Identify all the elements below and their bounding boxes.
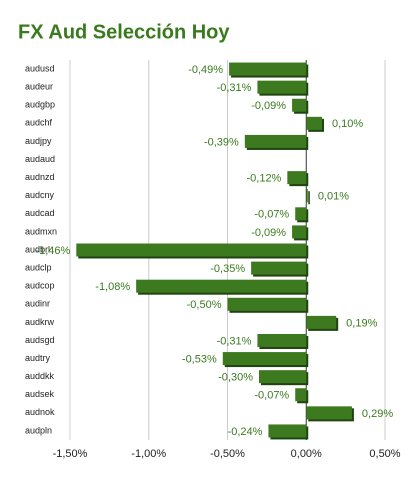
x-tick-label: 0,00% bbox=[291, 448, 322, 460]
value-label: 0,10% bbox=[332, 118, 363, 130]
bar bbox=[295, 388, 307, 402]
bar bbox=[306, 406, 352, 420]
bar bbox=[287, 171, 307, 185]
y-tick-label: audkrw bbox=[25, 317, 55, 327]
bar bbox=[306, 315, 337, 329]
chart-title: FX Aud Selección Hoy bbox=[18, 21, 230, 43]
value-label: -0,30% bbox=[218, 372, 253, 384]
bar bbox=[227, 297, 307, 311]
value-label: -0,09% bbox=[251, 227, 286, 239]
bar bbox=[306, 116, 322, 130]
y-tick-label: audtry bbox=[25, 353, 51, 363]
value-label: 0,01% bbox=[318, 191, 349, 203]
x-tick-label: -1,00% bbox=[131, 448, 166, 460]
value-label: -0,49% bbox=[188, 64, 223, 76]
value-label: -0,07% bbox=[254, 209, 289, 221]
x-tick-label: -0,50% bbox=[210, 448, 245, 460]
y-tick-label: audpln bbox=[25, 425, 52, 435]
y-tick-label: audeur bbox=[25, 82, 53, 92]
value-label: -0,39% bbox=[204, 136, 239, 148]
y-tick-label: auddkk bbox=[25, 371, 55, 381]
value-label: -1,46% bbox=[35, 245, 70, 257]
value-label: 0,29% bbox=[362, 408, 393, 420]
value-label: -0,12% bbox=[246, 173, 281, 185]
y-tick-label: audsgd bbox=[25, 335, 55, 345]
value-label: -1,08% bbox=[95, 281, 130, 293]
value-label: -0,31% bbox=[217, 335, 252, 347]
y-tick-label: audclp bbox=[25, 262, 52, 272]
y-tick-label: audjpy bbox=[25, 136, 52, 146]
value-label: -0,53% bbox=[182, 353, 217, 365]
value-label: -0,24% bbox=[228, 426, 263, 438]
x-tick-label: -1,50% bbox=[53, 448, 88, 460]
bar bbox=[136, 279, 307, 293]
value-label: -0,50% bbox=[187, 299, 222, 311]
bar bbox=[306, 189, 308, 203]
y-tick-label: audcad bbox=[25, 208, 55, 218]
bar bbox=[292, 225, 307, 239]
y-tick-label: audgbp bbox=[25, 100, 55, 110]
bar bbox=[295, 207, 307, 221]
y-tick-label: audinr bbox=[25, 299, 50, 309]
y-tick-label: audaud bbox=[25, 154, 55, 164]
bar bbox=[76, 243, 307, 257]
bar bbox=[244, 134, 307, 148]
x-tick-label: 0,50% bbox=[369, 448, 400, 460]
y-tick-label: audnzd bbox=[25, 172, 55, 182]
bar bbox=[257, 80, 307, 94]
y-tick-label: audchf bbox=[25, 118, 53, 128]
bar bbox=[259, 370, 307, 384]
y-tick-label: audmxn bbox=[25, 226, 57, 236]
y-tick-label: audcop bbox=[25, 281, 55, 291]
y-tick-label: audcny bbox=[25, 190, 55, 200]
y-tick-label: audsek bbox=[25, 389, 55, 399]
bar bbox=[251, 261, 307, 275]
y-tick-label: audnok bbox=[25, 407, 55, 417]
value-label: -0,35% bbox=[210, 263, 245, 275]
bar bbox=[222, 352, 307, 366]
value-label: -0,31% bbox=[217, 82, 252, 94]
bar bbox=[229, 62, 307, 76]
bar-shadow bbox=[308, 191, 310, 205]
value-label: 0,19% bbox=[346, 317, 377, 329]
value-label: -0,09% bbox=[251, 100, 286, 112]
bar bbox=[268, 424, 307, 438]
bar bbox=[292, 98, 307, 112]
bar bbox=[257, 333, 307, 347]
value-label: -0,07% bbox=[254, 390, 289, 402]
y-tick-label: audusd bbox=[25, 63, 55, 73]
y-tick-label: audbrl bbox=[25, 244, 50, 254]
